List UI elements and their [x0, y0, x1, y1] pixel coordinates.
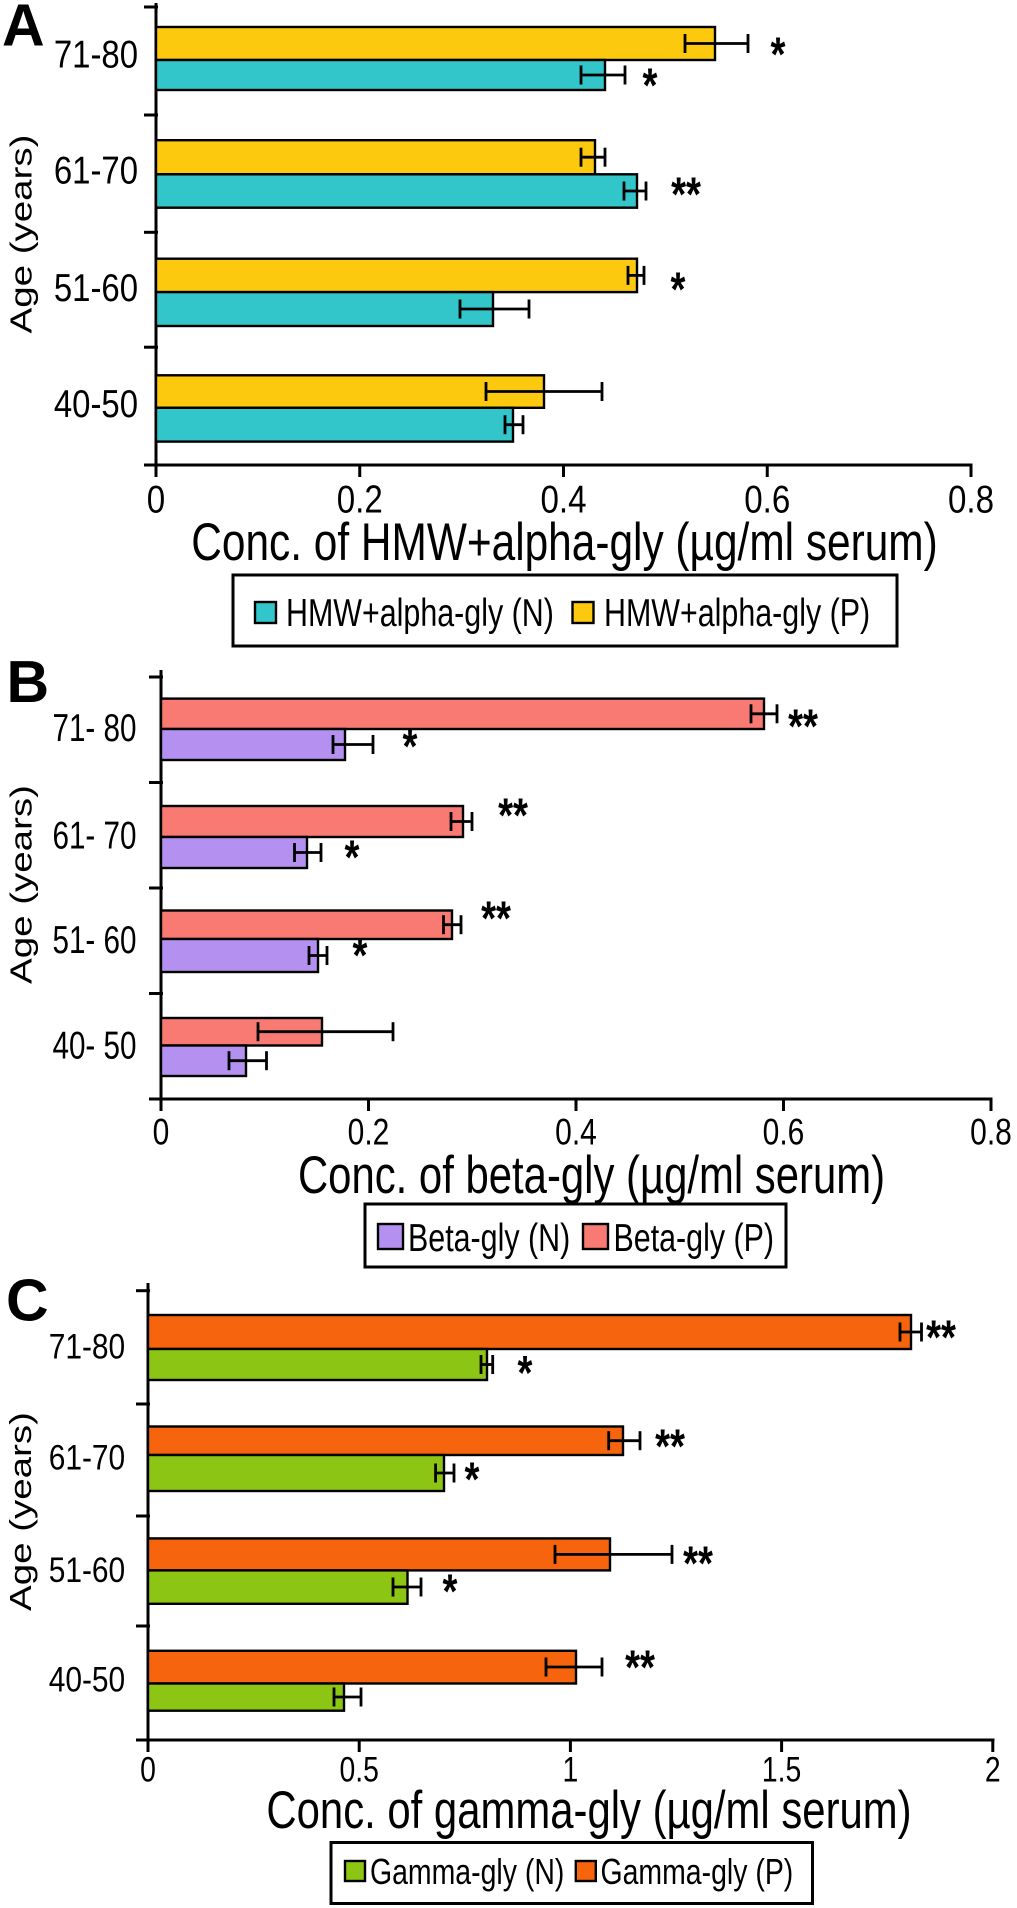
svg-text:0: 0 [140, 1749, 156, 1789]
svg-text:*: * [353, 930, 368, 983]
svg-text:C: C [6, 1268, 49, 1334]
svg-text:1: 1 [563, 1749, 579, 1789]
svg-text:**: ** [683, 1538, 713, 1591]
svg-text:0.4: 0.4 [555, 1111, 597, 1153]
svg-text:A: A [2, 0, 45, 59]
svg-text:B: B [7, 649, 50, 715]
svg-text:**: ** [625, 1642, 655, 1695]
svg-text:Age (years): Age (years) [5, 135, 38, 334]
svg-text:*: * [345, 832, 360, 885]
svg-text:0: 0 [147, 478, 165, 521]
svg-text:61-70: 61-70 [49, 1439, 126, 1478]
svg-text:Gamma-gly (P): Gamma-gly (P) [601, 1852, 794, 1892]
svg-text:*: * [518, 1347, 533, 1400]
svg-text:*: * [671, 264, 686, 317]
svg-text:0.6: 0.6 [744, 478, 790, 521]
svg-text:0: 0 [153, 1111, 170, 1153]
svg-text:Gamma-gly (N): Gamma-gly (N) [370, 1852, 564, 1892]
svg-text:Conc. of gamma-gly (µg/ml seru: Conc. of gamma-gly (µg/ml serum) [266, 1781, 911, 1840]
svg-text:71-80: 71-80 [54, 33, 138, 76]
svg-text:0.2: 0.2 [348, 1111, 390, 1153]
svg-text:Beta-gly (P): Beta-gly (P) [614, 1218, 775, 1260]
svg-text:*: * [771, 29, 786, 82]
svg-text:40- 50: 40- 50 [52, 1025, 136, 1068]
svg-text:**: ** [655, 1421, 685, 1474]
svg-text:51-60: 51-60 [49, 1551, 126, 1590]
svg-text:Conc. of HMW+alpha-gly (µg/ml: Conc. of HMW+alpha-gly (µg/ml serum) [191, 514, 937, 573]
svg-text:71-80: 71-80 [49, 1327, 126, 1366]
svg-text:61-70: 61-70 [54, 149, 138, 192]
svg-text:**: ** [481, 893, 511, 946]
svg-text:1.5: 1.5 [762, 1749, 801, 1789]
svg-text:0.6: 0.6 [763, 1111, 805, 1153]
svg-text:2: 2 [985, 1749, 1001, 1789]
svg-text:0.2: 0.2 [337, 478, 383, 521]
svg-text:0.8: 0.8 [970, 1111, 1012, 1153]
svg-text:0.8: 0.8 [948, 478, 994, 521]
svg-text:61- 70: 61- 70 [52, 815, 136, 858]
svg-text:0.5: 0.5 [340, 1749, 379, 1789]
svg-text:HMW+alpha-gly (P): HMW+alpha-gly (P) [604, 593, 870, 635]
svg-text:40-50: 40-50 [49, 1661, 126, 1700]
svg-text:Age (years): Age (years) [5, 1412, 38, 1611]
svg-text:**: ** [788, 701, 818, 754]
svg-text:*: * [465, 1454, 480, 1507]
svg-text:**: ** [498, 790, 528, 843]
svg-text:51-60: 51-60 [54, 267, 138, 310]
svg-text:**: ** [926, 1312, 956, 1365]
svg-text:Age (years): Age (years) [5, 785, 38, 984]
svg-text:40-50: 40-50 [54, 383, 138, 426]
svg-text:*: * [443, 1566, 458, 1619]
svg-text:71- 80: 71- 80 [52, 707, 136, 750]
svg-text:51- 60: 51- 60 [52, 919, 136, 962]
svg-text:*: * [643, 60, 658, 113]
svg-text:HMW+alpha-gly (N): HMW+alpha-gly (N) [286, 593, 554, 635]
svg-text:**: ** [671, 169, 701, 222]
svg-text:Conc. of beta-gly (µg/ml serum: Conc. of beta-gly (µg/ml serum) [298, 1146, 885, 1205]
svg-text:0.4: 0.4 [540, 478, 586, 521]
svg-text:Beta-gly (N): Beta-gly (N) [408, 1218, 570, 1260]
svg-text:*: * [403, 721, 418, 774]
